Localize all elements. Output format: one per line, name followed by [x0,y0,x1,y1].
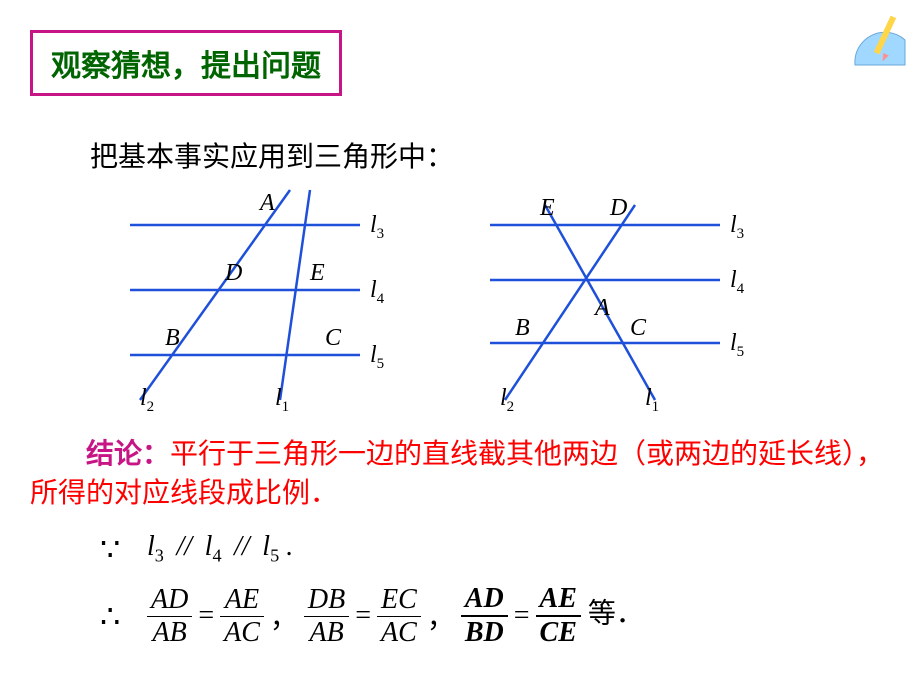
therefore-symbol: ∴ [100,597,140,635]
diagram-right-svg: ABCDEl1l2l3l4l5 [470,180,780,420]
intro-text: 把基本事实应用到三角形中： [90,135,454,175]
diagram-left: ABCDEl1l2l3l4l5 [110,180,420,425]
svg-text:C: C [325,325,342,351]
svg-text:l1: l1 [645,385,659,415]
svg-text:l5: l5 [370,342,384,372]
diagram-left-svg: ABCDEl1l2l3l4l5 [110,180,420,420]
svg-text:D: D [609,195,627,221]
svg-text:A: A [258,190,275,216]
ratio-tail: 等． [588,598,644,629]
svg-text:E: E [539,195,555,221]
svg-text:E: E [309,260,325,286]
svg-text:l3: l3 [730,212,744,242]
svg-text:B: B [515,315,530,341]
svg-text:l3: l3 [370,212,384,242]
parallel-statement: l3 // l4 // l5 . [147,531,293,562]
section-title-text: 观察猜想，提出问题 [51,50,321,83]
ratio-equations: ADAB=AEAC，DBAB=ECAC，ADBD=AECE [147,598,581,629]
svg-text:B: B [165,325,180,351]
svg-text:l4: l4 [730,267,745,297]
math-therefore-line: ∴ ADAB=AEAC，DBAB=ECAC，ADBD=AECE 等． [100,585,644,647]
section-title-box: 观察猜想，提出问题 [30,30,342,96]
conclusion-text: 结论：平行于三角形一边的直线截其他两边（或两边的延长线），所得的对应线段成比例． [30,435,890,513]
svg-text:A: A [593,295,610,321]
because-symbol: ∵ [100,530,140,568]
diagram-right: ABCDEl1l2l3l4l5 [470,180,780,425]
svg-text:l4: l4 [370,277,385,307]
svg-text:D: D [224,260,242,286]
math-because-line: ∵ l3 // l4 // l5 . [100,530,293,568]
protractor-pencil-icon [850,10,910,70]
svg-text:l5: l5 [730,330,744,360]
svg-text:C: C [630,315,647,341]
conclusion-prefix: 结论： [86,439,170,470]
